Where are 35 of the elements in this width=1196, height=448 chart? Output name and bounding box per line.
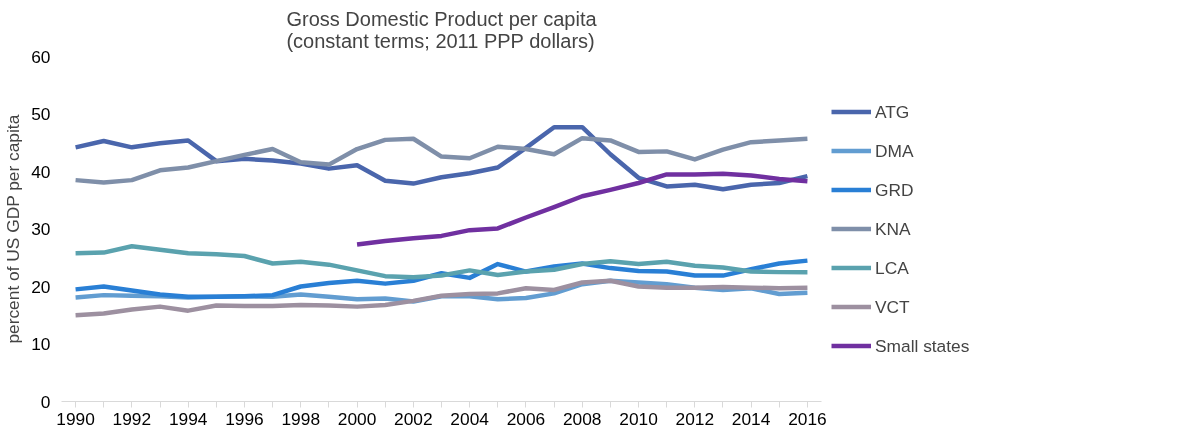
x-tick-label: 1992 [112,408,152,429]
line-series [73,278,810,318]
legend-label: DMA [875,140,914,161]
x-tick-label: 1994 [168,408,208,429]
x-tick-label: 2002 [394,408,433,429]
x-tick-label: 2008 [562,408,602,429]
line-series [73,135,810,185]
y-tick-label: 50 [31,104,51,124]
legend-label: KNA [875,218,911,239]
y-tick-label: 20 [31,276,51,297]
legend-label: VCT [875,296,910,317]
x-tick-label: 1990 [56,408,95,429]
legend-label: Small states [875,335,970,356]
y-tick-label: 30 [31,219,51,239]
y-tick-label: 0 [40,391,51,412]
x-tick-label: 1996 [225,408,264,429]
line-series [73,124,810,192]
legend-label: LCA [875,257,909,278]
y-axis-title: percent of US GDP per capita [3,114,24,344]
x-tick-label: 1998 [281,408,321,429]
y-tick-label: 60 [31,46,51,67]
x-tick-label: 2000 [337,408,377,429]
y-tick-label: 10 [31,334,51,354]
chart-title: Gross Domestic Product per capita (constant terms; 2011 PPP dollars) [286,7,598,52]
line-series [73,244,810,280]
x-tick-label: 2014 [731,408,771,429]
x-tick-label: 2016 [788,408,827,429]
x-tick-label: 2012 [675,408,715,429]
legend-label: ATG [875,101,910,122]
y-tick-label: 40 [31,161,51,182]
x-tick-label: 2006 [506,408,546,429]
legend-label: GRD [875,179,914,200]
x-tick-label: 2010 [619,408,658,429]
x-tick-label: 2004 [450,408,490,429]
line-series [354,171,810,247]
